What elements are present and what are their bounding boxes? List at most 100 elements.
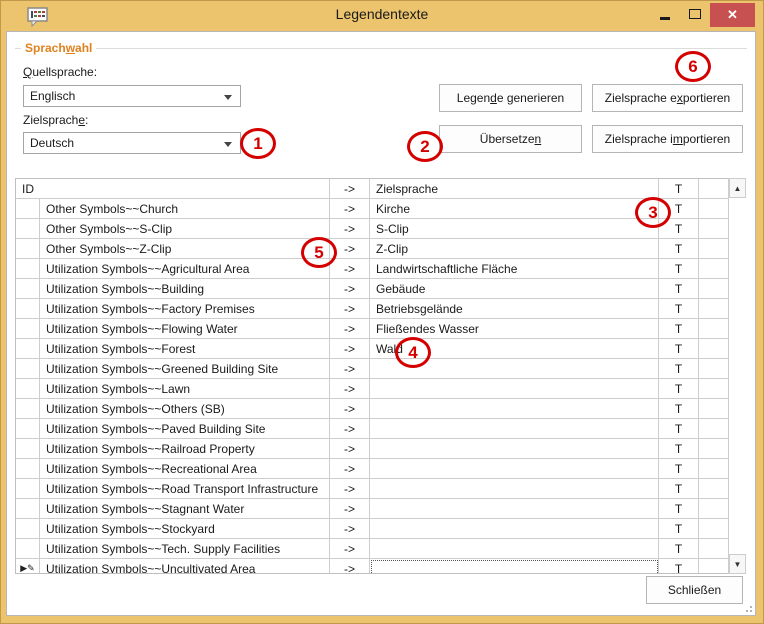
header-target-language[interactable]: Zielsprache [370,179,659,198]
target-language-cell[interactable] [370,459,659,478]
id-cell[interactable]: Utilization Symbols~~Paved Building Site [40,419,330,438]
id-cell[interactable]: Other Symbols~~Church [40,199,330,218]
table-row[interactable]: Utilization Symbols~~Flowing Water -> Fl… [16,319,745,339]
arrow-cell: -> [330,479,370,498]
row-indicator-cell [16,239,40,258]
header-id[interactable]: ID [16,179,330,198]
id-cell[interactable]: Other Symbols~~Z-Clip [40,239,330,258]
table-row[interactable]: Utilization Symbols~~Stockyard -> T [16,519,745,539]
translate-marker-cell[interactable]: T [659,479,699,498]
table-row[interactable]: Utilization Symbols~~Road Transport Infr… [16,479,745,499]
translate-marker-cell[interactable]: T [659,199,699,218]
arrow-cell: -> [330,259,370,278]
table-row[interactable]: Utilization Symbols~~Factory Premises ->… [16,299,745,319]
target-language-cell[interactable]: Fließendes Wasser [370,319,659,338]
id-cell[interactable]: Utilization Symbols~~Flowing Water [40,319,330,338]
id-cell[interactable]: Utilization Symbols~~Forest [40,339,330,358]
source-language-select[interactable]: Englisch [23,85,241,107]
translate-marker-cell[interactable]: T [659,419,699,438]
target-language-cell[interactable] [370,419,659,438]
target-language-cell[interactable] [370,379,659,398]
table-vertical-scrollbar[interactable]: ▲ ▼ [728,178,746,574]
target-language-cell[interactable]: Landwirtschaftliche Fläche [370,259,659,278]
target-language-cell[interactable] [370,499,659,518]
translate-marker-cell[interactable]: T [659,259,699,278]
target-language-select[interactable]: Deutsch [23,132,241,154]
table-row[interactable]: Other Symbols~~S-Clip -> S-Clip T [16,219,745,239]
table-row[interactable]: Utilization Symbols~~Stagnant Water -> T [16,499,745,519]
resize-grip-icon[interactable] [744,604,752,612]
id-cell[interactable]: Utilization Symbols~~Factory Premises [40,299,330,318]
translate-marker-cell[interactable]: T [659,219,699,238]
translate-marker-cell[interactable]: T [659,439,699,458]
target-language-cell[interactable]: S-Clip [370,219,659,238]
translate-button[interactable]: Übersetzen [439,125,582,153]
import-target-language-button[interactable]: Zielsprache importieren [592,125,743,153]
target-language-cell[interactable]: Kirche [370,199,659,218]
header-t[interactable]: T [659,179,699,198]
id-cell[interactable]: Utilization Symbols~~Lawn [40,379,330,398]
target-language-cell[interactable] [370,539,659,558]
id-cell[interactable]: Utilization Symbols~~Tech. Supply Facili… [40,539,330,558]
table-row[interactable]: Utilization Symbols~~Others (SB) -> T [16,399,745,419]
target-language-cell[interactable] [370,359,659,378]
table-row[interactable]: ▶✎ Utilization Symbols~~Uncultivated Are… [16,559,745,573]
id-cell[interactable]: Utilization Symbols~~Stockyard [40,519,330,538]
target-language-cell[interactable] [370,399,659,418]
target-language-cell[interactable] [370,519,659,538]
translate-marker-cell[interactable]: T [659,359,699,378]
arrow-cell: -> [330,559,370,573]
table-row[interactable]: Utilization Symbols~~Paved Building Site… [16,419,745,439]
table-row[interactable]: Utilization Symbols~~Lawn -> T [16,379,745,399]
table-row[interactable]: Utilization Symbols~~Agricultural Area -… [16,259,745,279]
id-cell[interactable]: Utilization Symbols~~Agricultural Area [40,259,330,278]
table-row[interactable]: Other Symbols~~Z-Clip -> Z-Clip T [16,239,745,259]
id-cell[interactable]: Utilization Symbols~~Others (SB) [40,399,330,418]
id-cell[interactable]: Other Symbols~~S-Clip [40,219,330,238]
close-dialog-button[interactable]: Schließen [646,576,743,604]
scroll-up-button[interactable]: ▲ [729,178,746,198]
target-language-cell[interactable] [370,559,659,573]
scroll-down-button[interactable]: ▼ [729,554,746,574]
id-cell[interactable]: Utilization Symbols~~Road Transport Infr… [40,479,330,498]
table-row[interactable]: Utilization Symbols~~Building -> Gebäude… [16,279,745,299]
maximize-button[interactable] [680,2,710,27]
export-target-language-button[interactable]: Zielsprache exportieren [592,84,743,112]
id-cell[interactable]: Utilization Symbols~~Railroad Property [40,439,330,458]
translate-marker-cell[interactable]: T [659,339,699,358]
close-button[interactable]: ✕ [710,2,755,27]
row-indicator-cell [16,199,40,218]
translate-marker-cell[interactable]: T [659,379,699,398]
table-row[interactable]: Utilization Symbols~~Tech. Supply Facili… [16,539,745,559]
target-language-cell[interactable]: Z-Clip [370,239,659,258]
target-language-cell[interactable] [370,479,659,498]
table-row[interactable]: Utilization Symbols~~Recreational Area -… [16,459,745,479]
generate-legend-button[interactable]: Legende generieren [439,84,582,112]
annotation-circle-5: 5 [301,237,337,268]
target-language-cell[interactable] [370,439,659,458]
title-bar[interactable]: Legendentexte ✕ [1,1,763,31]
translate-marker-cell[interactable]: T [659,539,699,558]
translate-marker-cell[interactable]: T [659,239,699,258]
translate-marker-cell[interactable]: T [659,519,699,538]
translate-marker-cell[interactable]: T [659,399,699,418]
translate-marker-cell[interactable]: T [659,319,699,338]
translate-marker-cell[interactable]: T [659,299,699,318]
minimize-button[interactable] [650,2,680,27]
target-language-cell[interactable]: Gebäude [370,279,659,298]
table-row[interactable]: Utilization Symbols~~Forest -> Wald T [16,339,745,359]
translate-marker-cell[interactable]: T [659,279,699,298]
translate-marker-cell[interactable]: T [659,459,699,478]
id-cell[interactable]: Utilization Symbols~~Uncultivated Area [40,559,330,573]
id-cell[interactable]: Utilization Symbols~~Building [40,279,330,298]
id-cell[interactable]: Utilization Symbols~~Stagnant Water [40,499,330,518]
table-row[interactable]: Utilization Symbols~~Railroad Property -… [16,439,745,459]
table-row[interactable]: Other Symbols~~Church -> Kirche T [16,199,745,219]
table-row[interactable]: Utilization Symbols~~Greened Building Si… [16,359,745,379]
header-arrow[interactable]: -> [330,179,370,198]
translate-marker-cell[interactable]: T [659,559,699,573]
target-language-cell[interactable]: Betriebsgelände [370,299,659,318]
id-cell[interactable]: Utilization Symbols~~Recreational Area [40,459,330,478]
translate-marker-cell[interactable]: T [659,499,699,518]
id-cell[interactable]: Utilization Symbols~~Greened Building Si… [40,359,330,378]
